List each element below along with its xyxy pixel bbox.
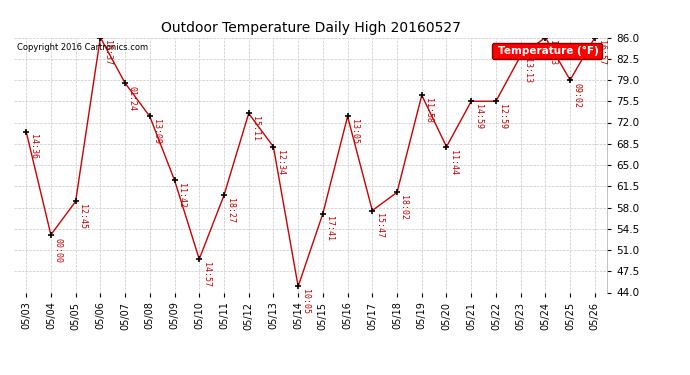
- Text: 12:34: 12:34: [276, 150, 285, 175]
- Text: 15:11: 15:11: [251, 116, 260, 141]
- Legend: Temperature (°F): Temperature (°F): [492, 43, 602, 59]
- Text: 18:02: 18:02: [400, 195, 408, 220]
- Text: 13:09: 13:09: [152, 119, 161, 144]
- Text: 01:24: 01:24: [128, 86, 137, 111]
- Text: Copyright 2016 Cartronics.com: Copyright 2016 Cartronics.com: [17, 43, 148, 52]
- Text: 09:02: 09:02: [573, 83, 582, 108]
- Text: 14:36: 14:36: [28, 134, 38, 159]
- Text: 18:27: 18:27: [226, 198, 235, 223]
- Text: 00:00: 00:00: [53, 238, 62, 262]
- Text: 12:45: 12:45: [78, 204, 87, 229]
- Text: 13:05: 13:05: [350, 119, 359, 144]
- Title: Outdoor Temperature Daily High 20160527: Outdoor Temperature Daily High 20160527: [161, 21, 460, 35]
- Text: 11:44: 11:44: [449, 150, 458, 175]
- Text: 10:05: 10:05: [301, 289, 310, 314]
- Text: 11:42: 11:42: [177, 183, 186, 208]
- Text: 11:58: 11:58: [424, 98, 433, 123]
- Text: 16:37: 16:37: [103, 40, 112, 65]
- Text: 16:57: 16:57: [598, 40, 607, 65]
- Text: 13:13: 13:13: [523, 58, 532, 84]
- Text: 17:41: 17:41: [325, 216, 335, 242]
- Text: 12:59: 12:59: [498, 104, 507, 129]
- Text: 14:57: 14:57: [201, 262, 210, 287]
- Text: 13:13: 13:13: [548, 40, 557, 65]
- Text: 15:47: 15:47: [375, 213, 384, 238]
- Text: 14:59: 14:59: [473, 104, 483, 129]
